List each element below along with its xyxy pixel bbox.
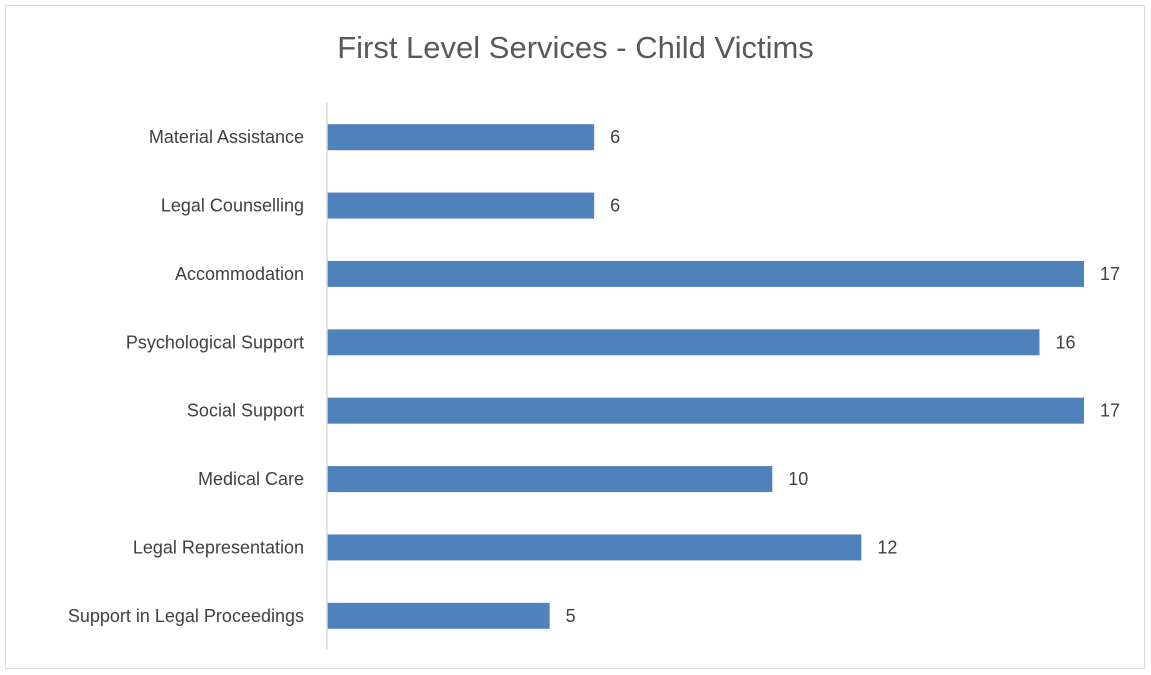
data-label: 12 (877, 537, 897, 557)
data-label: 5 (566, 606, 576, 626)
data-label: 16 (1055, 332, 1075, 352)
bar (327, 124, 595, 151)
bar (327, 534, 862, 561)
category-label: Material Assistance (149, 127, 304, 147)
bar (327, 397, 1084, 424)
category-label: Social Support (187, 401, 304, 421)
category-label: Psychological Support (126, 332, 304, 352)
category-labels-group: Material Assistance Legal Counselling Acco… (68, 127, 304, 626)
data-label: 17 (1100, 401, 1120, 421)
category-label: Support in Legal Proceedings (68, 606, 304, 626)
bar (327, 602, 550, 629)
data-label: 17 (1100, 264, 1120, 284)
data-labels-group: 6 6 17 16 17 10 12 5 (566, 127, 1120, 626)
data-label: 6 (610, 127, 620, 147)
category-label: Legal Representation (133, 537, 304, 557)
bar (327, 329, 1040, 356)
bar (327, 466, 773, 493)
bars-group (327, 124, 1084, 629)
data-label: 10 (788, 469, 808, 489)
category-label: Legal Counselling (161, 196, 304, 216)
data-label: 6 (610, 196, 620, 216)
chart-title: First Level Services - Child Victims (337, 30, 814, 65)
bar (327, 192, 595, 219)
category-label: Accommodation (175, 264, 304, 284)
category-label: Medical Care (198, 469, 304, 489)
bar (327, 260, 1084, 287)
